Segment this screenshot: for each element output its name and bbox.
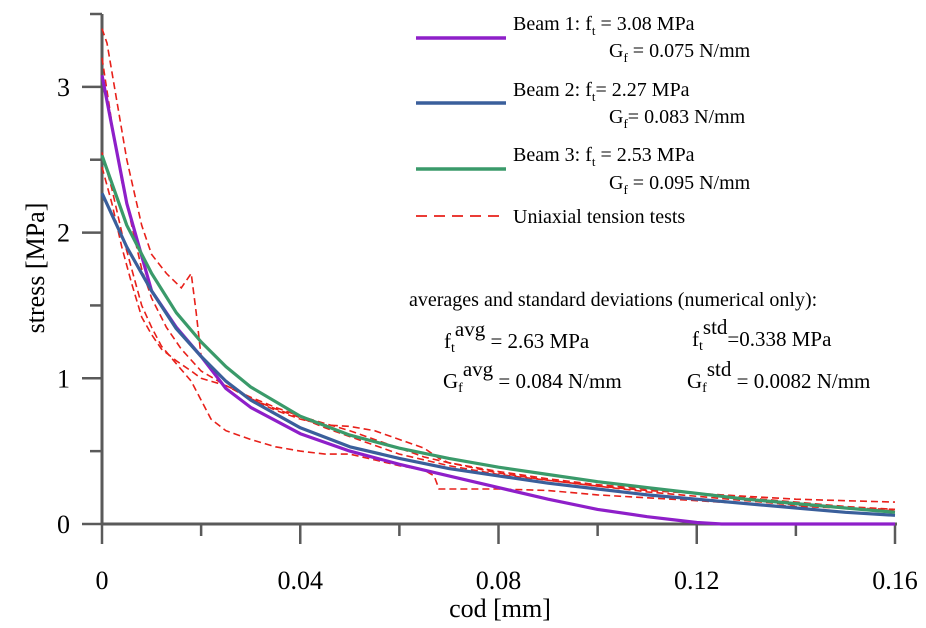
legend-label-beam-1-line-1: Beam 1: ft = 3.08 MPa: [513, 13, 695, 38]
legend-label-beam-2-line-2: Gf= 0.083 N/mm: [609, 106, 746, 131]
plot-area: [100, 28, 896, 526]
ft-average: ftavg = 2.63 MPa: [444, 317, 590, 356]
gf-std: Gfstd = 0.0082 N/mm: [687, 357, 870, 396]
tension-test-curve-4: [101, 166, 896, 512]
y-tick-label: 3: [57, 73, 70, 102]
statistics-annotation: averages and standard deviations (numeri…: [409, 289, 870, 396]
x-tick-label: 0.04: [278, 566, 324, 595]
series-line-beam-2: [100, 192, 896, 517]
series-line-beam-3: [100, 154, 896, 514]
annotation-header: averages and standard deviations (numeri…: [409, 289, 817, 311]
y-tick-label: 1: [57, 364, 70, 393]
legend-label-beam-2-line-1: Beam 2: ft= 2.27 MPa: [513, 79, 690, 104]
x-tick-label: 0.08: [476, 566, 522, 595]
y-axis-label: stress [MPa]: [21, 203, 50, 334]
axes: 0 0.04 0.08 0.12 0.16 0 1 2 3: [57, 12, 918, 595]
x-axis-label: cod [mm]: [449, 594, 551, 623]
tension-test-curve-1: [101, 28, 896, 503]
legend: Beam 1: ft = 3.08 MPa Gf = 0.075 N/mm Be…: [416, 13, 751, 228]
y-tick-label: 2: [57, 219, 70, 248]
x-tick-label: 0: [96, 566, 109, 595]
ft-std: ftstd=0.338 MPa: [692, 315, 832, 354]
legend-label-beam-3-line-1: Beam 3: ft = 2.53 MPa: [513, 144, 695, 169]
x-tick-label: 0.12: [674, 566, 720, 595]
legend-label-beam-1-line-2: Gf = 0.075 N/mm: [609, 40, 751, 65]
x-tick-label: 0.16: [872, 566, 918, 595]
gf-average: Gfavg = 0.084 N/mm: [443, 357, 622, 396]
tension-test-curve-2: [101, 152, 896, 511]
legend-label-tension-tests: Uniaxial tension tests: [513, 206, 685, 228]
tension-test-curve-3: [101, 57, 896, 511]
legend-label-beam-3-line-2: Gf = 0.095 N/mm: [609, 172, 751, 197]
y-tick-label: 0: [57, 510, 70, 539]
